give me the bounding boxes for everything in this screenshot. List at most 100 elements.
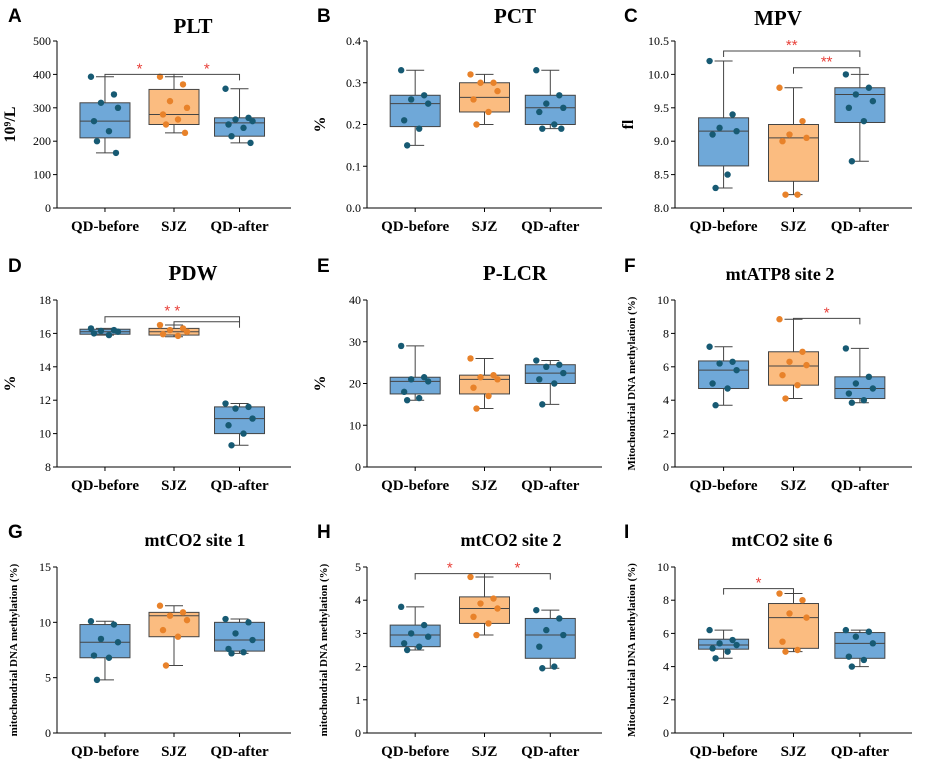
iqr-box bbox=[698, 360, 750, 390]
box-qd-before bbox=[698, 343, 750, 409]
iqr-box bbox=[389, 376, 441, 395]
data-point bbox=[245, 619, 252, 626]
y-tick-label: 300 bbox=[33, 101, 51, 115]
iqr-box bbox=[834, 376, 886, 400]
data-point bbox=[424, 100, 432, 107]
significance-bracket: * bbox=[793, 304, 861, 325]
box-qd-after bbox=[834, 626, 886, 670]
data-point bbox=[786, 610, 793, 617]
data-point bbox=[183, 328, 191, 335]
data-point bbox=[159, 111, 167, 118]
box-sjz bbox=[459, 573, 510, 639]
y-tick-label: 0.3 bbox=[346, 76, 361, 90]
y-tick-label: 0 bbox=[355, 726, 361, 740]
data-point bbox=[533, 357, 540, 364]
data-point bbox=[845, 653, 853, 660]
data-point bbox=[87, 325, 95, 332]
data-point bbox=[114, 328, 122, 335]
data-point bbox=[222, 400, 229, 407]
data-point bbox=[560, 104, 567, 112]
data-point bbox=[240, 124, 247, 132]
y-tick-label: 2 bbox=[355, 660, 361, 674]
x-tick-label: QD-before bbox=[381, 219, 449, 235]
data-point bbox=[786, 358, 793, 365]
y-tick-label: 6 bbox=[663, 626, 669, 640]
iqr-box bbox=[214, 117, 266, 137]
data-point bbox=[156, 321, 164, 329]
iqr-box bbox=[768, 603, 819, 649]
data-point bbox=[93, 676, 101, 684]
y-tick-label: 4 bbox=[663, 660, 669, 674]
y-tick-label: 18 bbox=[39, 293, 51, 307]
y-tick-label: 100 bbox=[33, 168, 51, 182]
data-point bbox=[183, 104, 191, 112]
chart-title: PCT bbox=[494, 4, 536, 28]
x-tick-label: QD-before bbox=[381, 744, 449, 760]
significance-bracket: ** bbox=[723, 37, 861, 58]
y-tick-label: 40 bbox=[349, 293, 361, 307]
y-tick-label: 0 bbox=[45, 201, 51, 215]
data-point bbox=[415, 394, 423, 402]
y-axis-label: Mitochondrial DNA methylation (%) bbox=[626, 296, 638, 470]
y-tick-label: 10.0 bbox=[648, 67, 669, 81]
data-point bbox=[247, 139, 254, 147]
significance-label: * * bbox=[164, 303, 180, 320]
y-tick-label: 9.5 bbox=[654, 101, 669, 115]
data-point bbox=[397, 67, 405, 74]
data-point bbox=[776, 84, 783, 91]
data-point bbox=[97, 635, 105, 643]
data-point bbox=[156, 73, 164, 80]
significance-label: * bbox=[137, 60, 143, 77]
data-point bbox=[490, 79, 497, 86]
y-tick-label: 10 bbox=[657, 293, 669, 307]
y-axis-label: mitochondrial DNA methylation (%) bbox=[8, 563, 20, 736]
data-point bbox=[97, 99, 105, 106]
data-point bbox=[794, 191, 801, 198]
iqr-box bbox=[79, 624, 131, 659]
data-point bbox=[842, 626, 850, 634]
data-point bbox=[724, 648, 731, 655]
x-tick-label: SJZ bbox=[781, 744, 807, 760]
data-point bbox=[407, 376, 415, 383]
iqr-box bbox=[524, 364, 576, 384]
data-point bbox=[232, 116, 239, 123]
data-point bbox=[494, 376, 501, 383]
data-point bbox=[803, 134, 810, 142]
y-tick-label: 8 bbox=[45, 460, 51, 474]
data-point bbox=[869, 385, 877, 392]
box-sjz bbox=[148, 602, 200, 669]
data-point bbox=[779, 138, 786, 145]
box-qd-before bbox=[79, 618, 131, 684]
y-tick-label: 30 bbox=[349, 335, 361, 349]
y-tick-label: 0 bbox=[45, 726, 51, 740]
data-point bbox=[467, 71, 474, 78]
panel-letter: I bbox=[624, 522, 629, 543]
data-point bbox=[494, 87, 501, 95]
data-point bbox=[415, 643, 423, 650]
iqr-box bbox=[698, 638, 750, 650]
data-point bbox=[539, 125, 546, 132]
y-tick-label: 4 bbox=[663, 393, 669, 407]
data-point bbox=[733, 641, 740, 649]
data-point bbox=[403, 646, 411, 654]
x-tick-label: QD-before bbox=[690, 219, 758, 235]
data-point bbox=[228, 132, 235, 140]
y-tick-label: 12 bbox=[39, 393, 51, 407]
panel-letter: C bbox=[624, 6, 638, 27]
y-axis-label: % bbox=[312, 376, 329, 392]
y-tick-label: 10 bbox=[39, 427, 51, 441]
data-point bbox=[477, 600, 484, 607]
panel-letter: G bbox=[8, 522, 23, 543]
y-axis-label: mitochondrial DNA methylation (%) bbox=[318, 563, 330, 736]
y-tick-label: 20 bbox=[349, 377, 361, 391]
y-tick-label: 0.2 bbox=[346, 118, 361, 132]
data-point bbox=[174, 116, 182, 123]
data-point bbox=[473, 121, 480, 128]
y-tick-label: 4 bbox=[355, 593, 361, 607]
data-point bbox=[420, 374, 428, 381]
data-point bbox=[543, 100, 550, 107]
data-point bbox=[225, 121, 232, 128]
x-tick-label: QD-after bbox=[521, 219, 580, 235]
data-point bbox=[779, 638, 786, 645]
